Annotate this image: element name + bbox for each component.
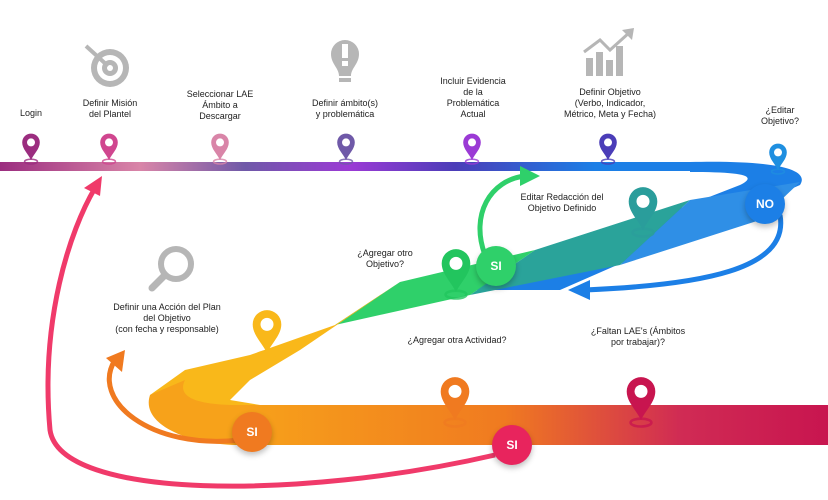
step-evidencia-label: Incluir Evidencia de la Problemática Act… bbox=[440, 76, 506, 119]
step-otra-actividad-question: ¿Agregar otra Actividad? bbox=[407, 335, 507, 345]
arrow-si-objective bbox=[477, 173, 526, 256]
step-mision-label: Definir Misión del Plantel bbox=[82, 98, 138, 119]
pin-otro-objetivo bbox=[441, 249, 471, 300]
arrowhead-no bbox=[568, 280, 590, 300]
step-editar-question: ¿Editar Objetivo? bbox=[760, 105, 800, 126]
pin-ambito bbox=[337, 133, 355, 165]
arrow-no-loop bbox=[584, 214, 784, 293]
idea-bulb-icon bbox=[331, 40, 359, 82]
arrowhead-si-objective bbox=[520, 166, 540, 186]
decision-si-activity-badge: SI bbox=[232, 412, 272, 452]
magnifier-icon bbox=[148, 246, 194, 292]
top-timeline-bar bbox=[0, 162, 700, 171]
step-otro-objetivo-question: ¿Agregar otro Objetivo? bbox=[357, 248, 413, 269]
pin-mision bbox=[100, 133, 118, 165]
pin-accion bbox=[252, 310, 282, 361]
pin-login bbox=[22, 133, 40, 165]
pin-otra-actividad bbox=[440, 377, 470, 428]
pin-faltan-lae bbox=[626, 377, 656, 428]
decision-si-objective-badge: SI bbox=[476, 246, 516, 286]
arrow-si-activity bbox=[106, 358, 241, 444]
pin-evidencia bbox=[463, 133, 481, 165]
decision-no-badge: NO bbox=[745, 184, 785, 224]
pin-editar bbox=[769, 143, 787, 175]
step-objetivo-label: Definir Objetivo (Verbo, Indicador, Métr… bbox=[563, 87, 657, 119]
arrowhead-si-lae bbox=[84, 176, 102, 196]
bottom-road-curve bbox=[148, 380, 240, 445]
step-ambito-label: Definir ámbito(s) y problemática bbox=[311, 98, 378, 119]
pin-lae bbox=[211, 133, 229, 165]
pin-redaccion bbox=[628, 187, 658, 238]
arrowhead-si-activity bbox=[106, 350, 125, 372]
bottom-road-bar bbox=[240, 405, 828, 445]
growth-chart-icon bbox=[583, 28, 634, 76]
decision-si-lae-badge: SI bbox=[492, 425, 532, 465]
step-redaccion-label: Editar Redacción del Objetivo Definido bbox=[520, 192, 604, 213]
step-login-label: Login bbox=[19, 108, 43, 118]
road-segment-teal bbox=[470, 200, 690, 295]
arrow-si-lae bbox=[45, 186, 496, 489]
target-icon bbox=[84, 44, 129, 87]
step-lae-label: Seleccionar LAE Ámbito a Descargar bbox=[186, 89, 254, 121]
step-faltan-lae-question: ¿Faltan LAE's (Ámbitos por trabajar)? bbox=[590, 326, 686, 347]
pin-objetivo bbox=[599, 133, 617, 165]
step-accion-label: Definir una Acción del Plan del Objetivo… bbox=[113, 302, 221, 334]
